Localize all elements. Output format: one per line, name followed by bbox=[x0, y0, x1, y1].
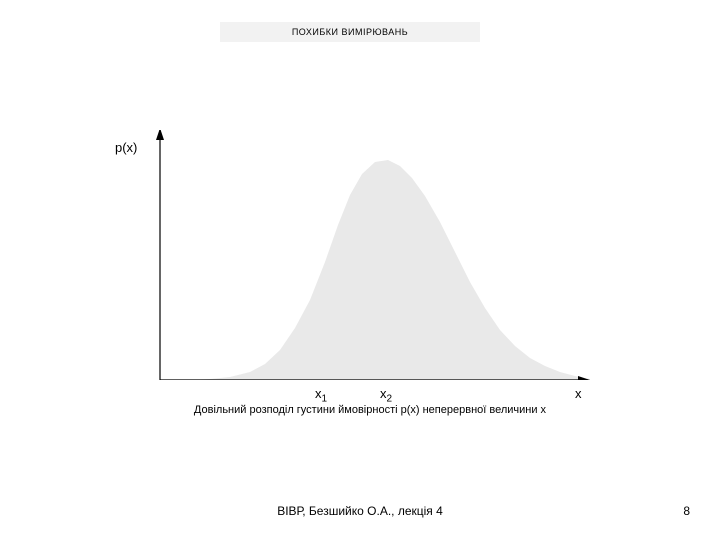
pdf-curve bbox=[190, 160, 590, 380]
y-axis-label: p(x) bbox=[115, 140, 137, 155]
x1-sub: 1 bbox=[322, 394, 328, 405]
page-number: 8 bbox=[683, 504, 690, 518]
y-axis-arrow bbox=[156, 130, 164, 140]
x2-sub: 2 bbox=[387, 394, 393, 405]
x-axis-label: x bbox=[575, 386, 582, 401]
chart-caption: Довільний розподіл густини ймовірності p… bbox=[150, 404, 590, 416]
pdf-chart bbox=[150, 130, 590, 380]
x1-label: x1 bbox=[315, 386, 327, 405]
chart-svg bbox=[150, 130, 590, 380]
slide-title: ПОХИБКИ ВИМІРЮВАНЬ bbox=[220, 22, 480, 42]
slide: ПОХИБКИ ВИМІРЮВАНЬ p(x) x1 x2 x Довільни… bbox=[0, 0, 720, 540]
footer-text: ВІВР, Безшийко О.А., лекція 4 bbox=[0, 504, 720, 518]
x2-label: x2 bbox=[380, 386, 392, 405]
